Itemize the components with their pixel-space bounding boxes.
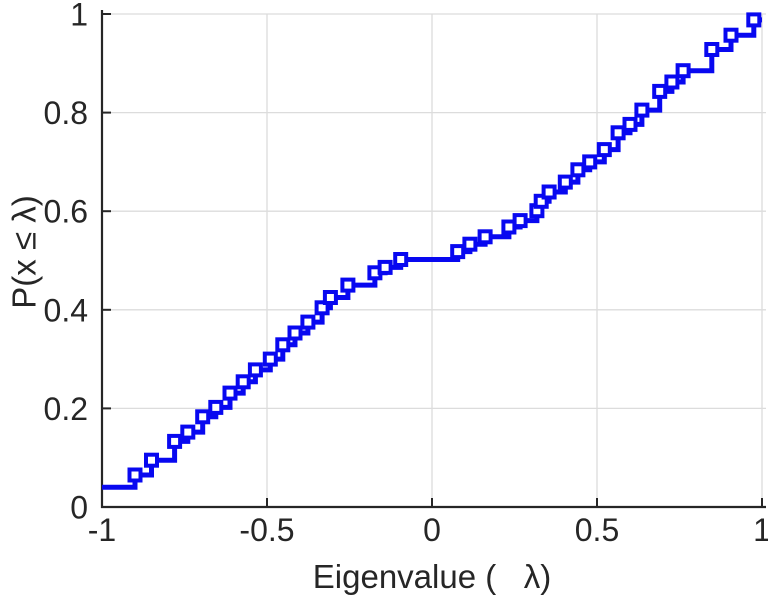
data-point-marker bbox=[314, 300, 330, 316]
data-point-marker bbox=[208, 399, 224, 415]
data-point-marker bbox=[167, 433, 183, 449]
data-point-marker bbox=[300, 314, 316, 330]
data-point-marker bbox=[144, 452, 159, 468]
data-point-marker bbox=[675, 63, 691, 79]
data-point-marker bbox=[704, 42, 720, 57]
data-point-marker bbox=[512, 213, 528, 229]
y-tick-label: 0.8 bbox=[44, 95, 88, 131]
data-point-marker bbox=[477, 229, 493, 245]
data-point-marker bbox=[582, 154, 598, 170]
data-point-marker bbox=[533, 193, 549, 209]
data-point-marker bbox=[746, 12, 762, 28]
y-tick-label: 1 bbox=[70, 0, 88, 33]
data-point-marker bbox=[450, 244, 466, 260]
data-point-marker bbox=[340, 277, 356, 293]
data-point-marker bbox=[622, 116, 638, 132]
data-point-marker bbox=[634, 102, 650, 118]
data-point-marker bbox=[222, 385, 238, 401]
y-tick-label: 0.4 bbox=[44, 292, 88, 328]
x-tick-label: -1 bbox=[88, 512, 116, 548]
data-point-marker bbox=[541, 184, 557, 200]
data-point-marker bbox=[462, 236, 478, 252]
data-point-marker bbox=[664, 74, 680, 90]
x-tick-label: -0.5 bbox=[239, 512, 294, 548]
data-point-marker bbox=[557, 174, 573, 190]
y-axis-label: P(x ≤ λ) bbox=[5, 195, 43, 309]
data-point-marker bbox=[195, 409, 211, 425]
x-tick-label: 0.5 bbox=[575, 512, 619, 548]
data-point-marker bbox=[723, 27, 739, 43]
data-point-marker bbox=[610, 125, 626, 141]
data-point-marker bbox=[247, 362, 263, 378]
x-tick-label: 1 bbox=[753, 512, 768, 548]
data-point-marker bbox=[235, 374, 251, 390]
data-point-marker bbox=[180, 424, 196, 440]
data-point-marker bbox=[322, 290, 338, 305]
data-point-marker bbox=[393, 252, 409, 267]
data-point-marker bbox=[570, 162, 586, 178]
data-point-marker bbox=[596, 142, 612, 158]
data-point-marker bbox=[652, 83, 668, 99]
data-point-marker bbox=[377, 259, 393, 275]
y-tick-label: 0.6 bbox=[44, 194, 88, 230]
y-tick-label: 0 bbox=[70, 490, 88, 526]
data-point-marker bbox=[127, 467, 143, 483]
x-tick-label: 0 bbox=[423, 512, 441, 548]
data-point-marker bbox=[287, 325, 303, 341]
data-point-marker bbox=[275, 337, 291, 353]
data-point-marker bbox=[262, 351, 278, 367]
y-tick-label: 0.2 bbox=[44, 391, 88, 427]
x-axis-label: Eigenvalue ( λ) bbox=[312, 558, 552, 595]
